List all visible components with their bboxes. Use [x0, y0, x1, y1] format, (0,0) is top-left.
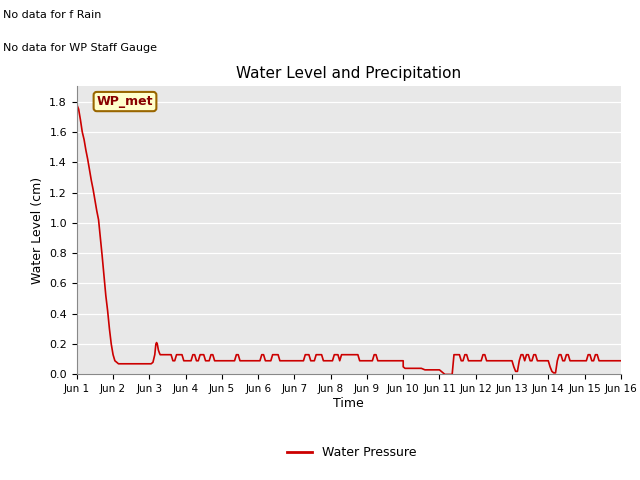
- Title: Water Level and Precipitation: Water Level and Precipitation: [236, 66, 461, 81]
- Text: No data for WP Staff Gauge: No data for WP Staff Gauge: [3, 43, 157, 53]
- Text: No data for f Rain: No data for f Rain: [3, 10, 102, 20]
- Legend: Water Pressure: Water Pressure: [282, 441, 422, 464]
- Y-axis label: Water Level (cm): Water Level (cm): [31, 177, 44, 284]
- X-axis label: Time: Time: [333, 397, 364, 410]
- Text: WP_met: WP_met: [97, 95, 153, 108]
